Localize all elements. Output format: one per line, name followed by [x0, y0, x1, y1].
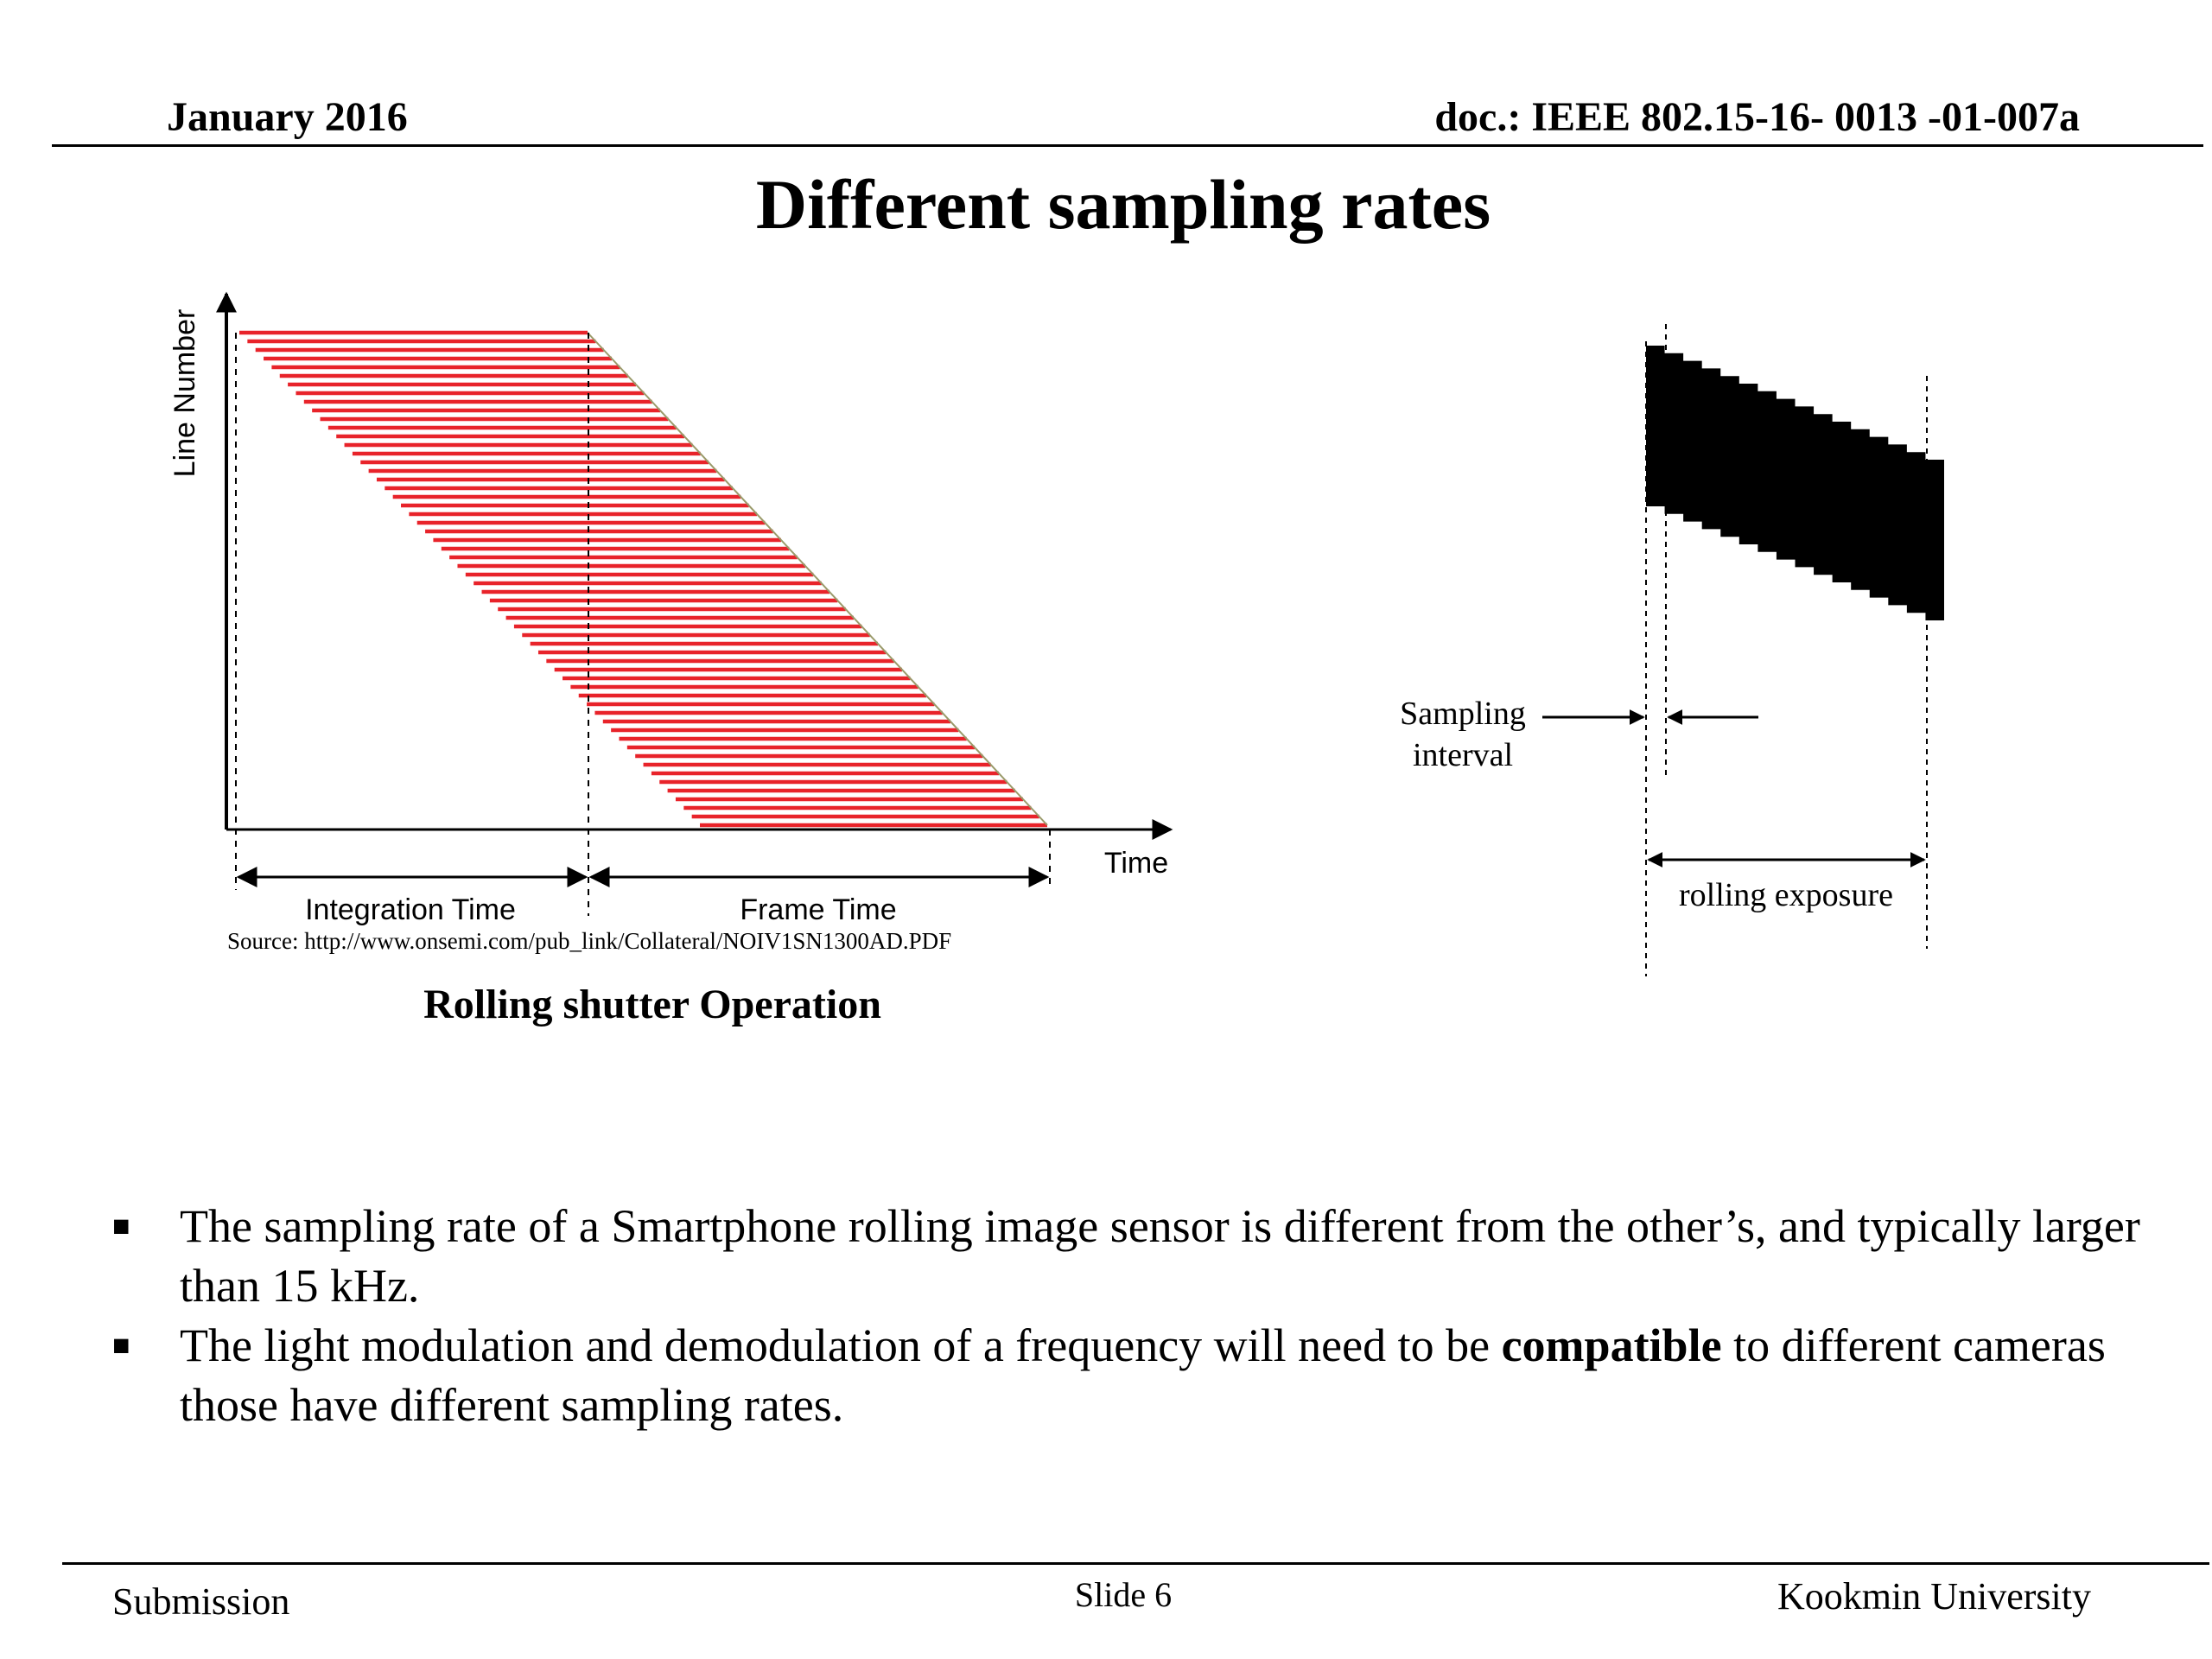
- bullet-list: ■ The sampling rate of a Smartphone roll…: [112, 1197, 2143, 1435]
- bullet-text: The sampling rate of a Smartphone rollin…: [180, 1200, 2140, 1312]
- sampling-label-line1: Sampling: [1400, 696, 1526, 732]
- stripe-edge: [587, 332, 1048, 826]
- figure-source: Source: http://www.onsemi.com/pub_link/C…: [227, 928, 952, 954]
- header-doc-id: doc.: IEEE 802.15-16- 0013 -01-007a: [1434, 94, 2080, 140]
- square-bullet-icon: ■: [112, 1330, 130, 1362]
- slide-title: Different sampling rates: [755, 165, 1491, 244]
- footer-organization: Kookmin University: [1777, 1575, 2091, 1618]
- bullet-text: The light modulation and demodulation of…: [180, 1319, 1502, 1371]
- rolling-exposure-label: rolling exposure: [1679, 877, 1893, 913]
- bullet-item: ■ The sampling rate of a Smartphone roll…: [112, 1197, 2143, 1316]
- x-axis-label: Time: [1104, 847, 1168, 880]
- header-rule: [52, 144, 2203, 147]
- y-axis-label: Line Number: [168, 309, 201, 478]
- footer-rule: [62, 1562, 2209, 1565]
- frame-time-label: Frame Time: [740, 893, 896, 926]
- sampling-label-line2: interval: [1413, 737, 1513, 773]
- bullet-item: ■ The light modulation and demodulation …: [112, 1316, 2143, 1435]
- header-date: January 2016: [167, 94, 408, 140]
- exposure-stripes: [239, 330, 1048, 828]
- integration-time-label: Integration Time: [305, 893, 516, 926]
- footer-slide-number: Slide 6: [1074, 1575, 1173, 1614]
- bullet-text-tail: to different cameras those have differen…: [180, 1319, 2106, 1431]
- bullet-bold-text: compatible: [1501, 1319, 1722, 1371]
- footer-submission: Submission: [112, 1580, 290, 1623]
- rolling-exposure-band: [1646, 346, 1944, 620]
- square-bullet-icon: ■: [112, 1211, 130, 1243]
- figure-caption: Rolling shutter Operation: [423, 982, 881, 1027]
